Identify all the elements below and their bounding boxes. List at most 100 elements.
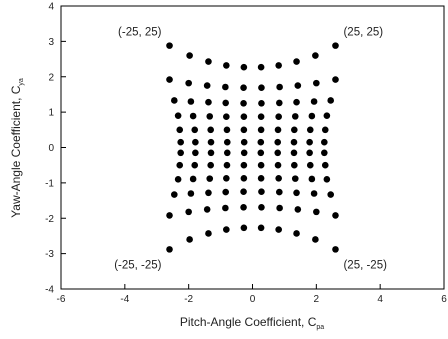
x-tick-label: -6 <box>57 294 66 305</box>
data-point <box>313 208 320 216</box>
x-tick-label: -2 <box>184 294 193 305</box>
data-point <box>274 138 282 146</box>
data-point <box>310 98 318 105</box>
data-point <box>240 84 247 92</box>
data-point <box>240 203 247 211</box>
data-point <box>171 191 178 198</box>
data-point <box>186 236 193 243</box>
y-tick-label: -3 <box>45 249 54 260</box>
data-point <box>206 175 214 182</box>
data-point <box>207 161 214 169</box>
data-point <box>291 113 299 120</box>
data-point <box>306 138 313 146</box>
data-point <box>240 113 248 121</box>
data-point <box>222 83 229 91</box>
data-point <box>189 175 197 183</box>
data-point <box>223 226 230 233</box>
data-point <box>321 161 329 169</box>
data-point <box>240 161 248 169</box>
data-point <box>258 99 265 107</box>
corner-annotation: (25, -25) <box>343 259 387 271</box>
data-point <box>166 76 173 83</box>
data-point <box>203 82 211 89</box>
x-axis-title: Pitch-Angle Coefficient, Cpa <box>180 315 324 331</box>
data-point <box>321 138 328 146</box>
data-point <box>257 149 265 157</box>
data-point <box>189 112 197 120</box>
data-point <box>332 246 339 253</box>
data-point <box>276 83 283 91</box>
data-point <box>293 230 300 237</box>
data-point <box>293 58 300 65</box>
data-point <box>192 149 199 157</box>
data-point <box>171 97 178 104</box>
corner-annotation: (-25, 25) <box>118 27 162 39</box>
data-point <box>275 174 282 182</box>
x-tick-label: 0 <box>250 294 256 305</box>
data-point <box>275 226 282 233</box>
data-point <box>257 161 265 169</box>
data-point <box>291 126 298 134</box>
data-point <box>222 188 229 196</box>
x-tick-label: 4 <box>377 294 383 305</box>
data-point <box>257 63 265 71</box>
data-point <box>207 138 215 146</box>
data-point <box>177 149 184 157</box>
data-point <box>291 175 299 182</box>
data-point <box>223 126 231 134</box>
data-point <box>207 126 214 134</box>
data-point <box>327 97 334 104</box>
plot-frame <box>60 5 445 290</box>
x-axis-title-text: Pitch-Angle Coefficient, C <box>180 315 317 329</box>
data-point <box>174 112 182 119</box>
data-point <box>308 175 316 183</box>
data-point <box>275 113 282 121</box>
data-point <box>321 149 328 157</box>
data-point <box>176 126 184 134</box>
data-point <box>206 113 214 120</box>
data-point <box>240 99 247 107</box>
data-point <box>222 99 229 107</box>
data-point <box>166 42 173 49</box>
data-point <box>258 84 265 92</box>
data-point <box>185 79 192 87</box>
x-tick-label: 6 <box>441 294 447 305</box>
y-axis: -4 -3 -2 -1 0 1 2 3 4 <box>45 2 66 296</box>
data-point <box>313 79 320 87</box>
y-tick-label: 4 <box>48 2 54 13</box>
data-point <box>205 230 212 237</box>
data-point <box>192 138 199 146</box>
data-point <box>290 138 298 146</box>
x-tick-label: -4 <box>120 294 129 305</box>
data-point <box>274 161 282 169</box>
data-point <box>276 204 283 212</box>
data-point <box>310 190 318 197</box>
data-point <box>222 204 229 212</box>
data-point <box>185 208 192 216</box>
data-point <box>240 174 248 182</box>
data-point <box>223 138 231 146</box>
data-point <box>323 176 331 183</box>
data-point <box>191 161 199 169</box>
data-point <box>291 161 298 169</box>
data-point <box>312 52 319 59</box>
y-tick-label: -4 <box>45 285 54 296</box>
data-point <box>294 206 302 213</box>
data-point <box>321 126 329 134</box>
data-point <box>223 113 230 121</box>
data-point <box>306 161 314 169</box>
data-point <box>166 246 173 253</box>
data-point <box>223 62 230 69</box>
y-tick-label: 1 <box>48 108 54 119</box>
data-point <box>187 98 195 105</box>
x-axis-title-subscript: pa <box>316 324 324 331</box>
y-tick-label: 3 <box>48 37 54 48</box>
data-point <box>191 126 199 134</box>
data-point <box>308 112 316 120</box>
data-point <box>332 76 339 83</box>
y-tick-label: -1 <box>45 178 54 189</box>
data-point <box>166 212 173 219</box>
data-point <box>240 138 248 146</box>
data-point <box>177 138 184 146</box>
data-point <box>257 174 265 182</box>
